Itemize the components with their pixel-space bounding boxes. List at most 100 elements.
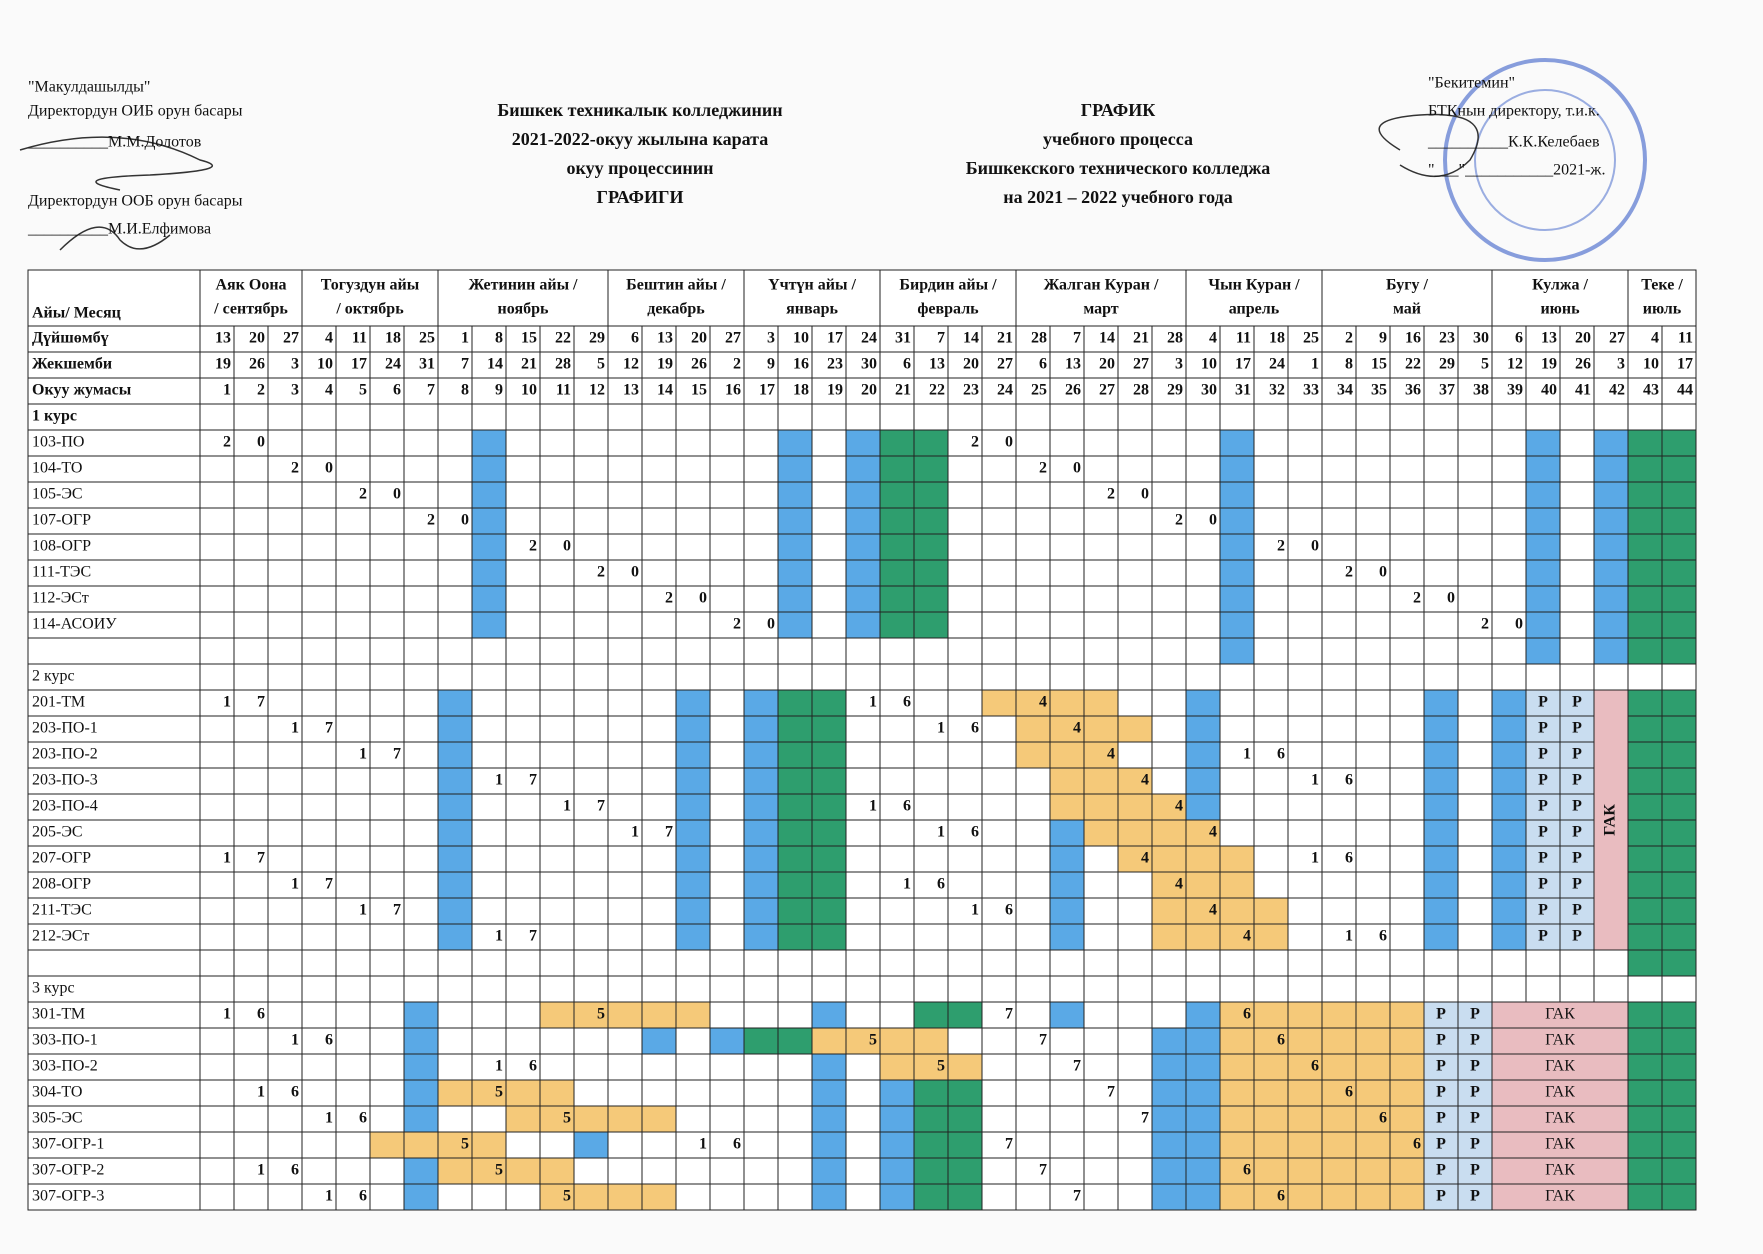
cell (845, 1027, 881, 1055)
cell-text: Р (1572, 772, 1582, 789)
cell (1117, 871, 1153, 899)
cell (369, 819, 405, 847)
cell (1491, 767, 1527, 795)
cell (641, 897, 677, 925)
cell (539, 1131, 575, 1159)
cell (301, 1027, 337, 1055)
cell (981, 403, 1017, 431)
cell (369, 1001, 405, 1029)
cell (1457, 923, 1493, 951)
cell (743, 1183, 779, 1211)
cell (981, 741, 1017, 769)
month-label: / октябрь (335, 301, 404, 318)
cell (641, 793, 677, 821)
cell-text: Р (1470, 1006, 1480, 1023)
cell (879, 741, 915, 769)
signature (19, 136, 213, 191)
cell (403, 975, 439, 1003)
cell-text: Р (1436, 1188, 1446, 1205)
day-value: 8 (1345, 356, 1353, 373)
month-label: Аяк Оона (215, 277, 286, 294)
row-label: 104-ТО (32, 460, 82, 477)
cell-text: 2 (597, 564, 605, 581)
day-value: 11 (352, 330, 367, 347)
cell (199, 715, 235, 743)
cell (1015, 507, 1051, 535)
cell (879, 897, 915, 925)
cell (1287, 819, 1323, 847)
cell (981, 923, 1017, 951)
cell (437, 325, 473, 353)
span-text: ГАК (1545, 1032, 1575, 1049)
cell (1661, 351, 1697, 379)
cell (199, 1079, 235, 1107)
cell (1559, 741, 1595, 769)
cell (743, 269, 881, 327)
cell (1661, 1183, 1697, 1211)
cell (1219, 741, 1255, 769)
cell (1457, 481, 1493, 509)
cell (1355, 1157, 1391, 1185)
cell (1219, 559, 1255, 587)
cell-text: 1 (971, 902, 979, 919)
cell (1661, 1001, 1697, 1029)
day-value: 25 (1303, 330, 1319, 347)
cell (811, 715, 847, 743)
cell (505, 507, 541, 535)
cell (471, 715, 507, 743)
cell (471, 1131, 507, 1159)
cell (1661, 455, 1697, 483)
cell (1185, 403, 1221, 431)
cell-text: 0 (767, 616, 775, 633)
cell (947, 533, 983, 561)
cell (709, 611, 745, 639)
cell (1355, 507, 1391, 535)
cell (1389, 923, 1425, 951)
cell (845, 455, 881, 483)
cell (1321, 1027, 1357, 1055)
cell (845, 923, 881, 951)
cell (233, 741, 269, 769)
cell (1253, 1079, 1289, 1107)
day-value: 43 (1643, 382, 1659, 399)
cell (1185, 689, 1221, 717)
cell (1151, 455, 1187, 483)
cell (233, 455, 269, 483)
day-value: 27 (1133, 356, 1149, 373)
cell (1627, 507, 1663, 535)
cell (369, 351, 405, 379)
cell (1151, 1131, 1187, 1159)
cell (1593, 689, 1629, 951)
cell (1185, 949, 1221, 977)
cell (981, 663, 1017, 691)
cell (1491, 1053, 1629, 1081)
cell (1627, 871, 1663, 899)
cell (335, 663, 371, 691)
cell (1661, 325, 1697, 353)
cell (539, 1157, 575, 1185)
cell (1253, 481, 1289, 509)
cell (1627, 1183, 1663, 1211)
cell (1389, 663, 1425, 691)
cell (403, 793, 439, 821)
cell (301, 429, 337, 457)
cell (1423, 481, 1459, 509)
cell (947, 585, 983, 613)
cell (675, 871, 711, 899)
cell (437, 871, 473, 899)
cell (981, 1157, 1017, 1185)
cell (573, 351, 609, 379)
cell (1525, 507, 1561, 535)
cell (403, 637, 439, 665)
cell (1491, 871, 1527, 899)
cell (1423, 611, 1459, 639)
cell (27, 1105, 201, 1133)
cell (845, 429, 881, 457)
cell-text: Р (1538, 798, 1548, 815)
cell (1389, 533, 1425, 561)
cell (1627, 845, 1663, 873)
cell (1389, 1131, 1425, 1159)
day-value: 11 (1678, 330, 1693, 347)
cell (233, 585, 269, 613)
cell (1185, 663, 1221, 691)
